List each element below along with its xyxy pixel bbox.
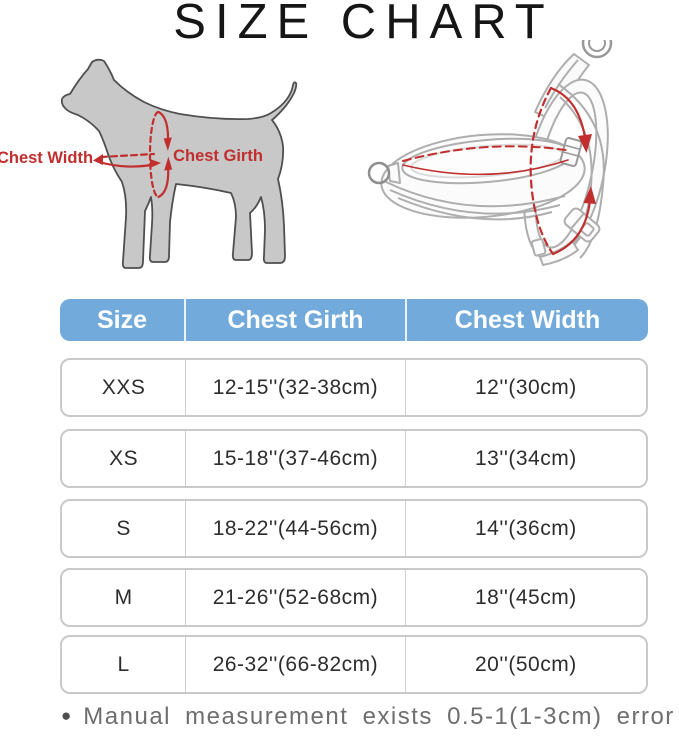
dog-chest-width-indicator bbox=[93, 152, 161, 168]
girth-solid-arc-bottom bbox=[157, 166, 170, 199]
cell-chest-width: 20''(50cm) bbox=[404, 637, 646, 692]
cell-size: XS bbox=[109, 446, 139, 470]
girth-arrow-down bbox=[163, 137, 172, 151]
bullet-icon: ● bbox=[61, 706, 72, 725]
cell-size: S bbox=[116, 516, 131, 540]
dog-silhouette bbox=[60, 58, 298, 269]
width-arrow-right bbox=[150, 159, 161, 168]
table-header-row: Size Chest Girth Chest Width bbox=[60, 299, 648, 341]
cell-size: M bbox=[114, 585, 133, 609]
cell-chest-width: 18''(45cm) bbox=[404, 570, 646, 625]
cell-size: L bbox=[117, 652, 130, 676]
table-row: S 18-22''(44-56cm) 14''(36cm) bbox=[60, 499, 648, 558]
strap-keeper bbox=[530, 238, 547, 257]
cell-chest-width: 12''(30cm) bbox=[404, 360, 646, 415]
top-d-ring-inner bbox=[588, 40, 606, 52]
table-row: XS 15-18''(37-46cm) 13''(34cm) bbox=[60, 429, 648, 488]
cell-chest-girth: 21-26''(52-68cm) bbox=[185, 570, 405, 625]
top-d-ring-icon bbox=[581, 40, 613, 59]
width-arrow-left bbox=[93, 154, 103, 165]
dog-measurement-diagram: Chest Width Chest Girth bbox=[0, 58, 298, 269]
cell-chest-width: 13''(34cm) bbox=[404, 431, 646, 486]
harness-girth-solid-top bbox=[549, 86, 587, 140]
table-row: L 26-32''(66-82cm) 20''(50cm) bbox=[60, 635, 648, 694]
width-dashed-line bbox=[99, 152, 156, 159]
harness-girth-dashed-arc bbox=[529, 86, 555, 256]
measurement-note: ● Manual measurement exists 0.5-1(1-3cm) … bbox=[61, 703, 673, 731]
cell-chest-girth: 18-22''(44-56cm) bbox=[185, 501, 405, 556]
chest-band-contour-3 bbox=[397, 197, 553, 221]
girth-arrow-up bbox=[164, 156, 173, 171]
handle-strap-seam bbox=[544, 59, 579, 109]
measurement-illustrations: Chest Width Chest Girth bbox=[0, 40, 613, 269]
col-header-chest-width: Chest Width bbox=[405, 299, 648, 341]
left-d-ring-icon bbox=[367, 161, 391, 185]
harness-measure-overlays bbox=[402, 86, 596, 256]
note-text: Manual measurement exists 0.5-1(1-3cm) e… bbox=[83, 703, 675, 730]
table-row: XXS 12-15''(32-38cm) 12''(30cm) bbox=[60, 358, 648, 417]
col-header-size: Size bbox=[96, 305, 148, 334]
cell-size: XXS bbox=[101, 375, 146, 399]
harness-width-dashed-arc bbox=[402, 145, 567, 162]
harness-arrow-down bbox=[578, 134, 592, 153]
page-title: SIZE CHART bbox=[173, 0, 554, 49]
harness-width-solid-arc bbox=[402, 159, 569, 176]
harness-illustration bbox=[367, 40, 613, 266]
cell-chest-girth: 12-15''(32-38cm) bbox=[185, 360, 405, 415]
chest-band-contour-2 bbox=[389, 189, 561, 215]
chest-width-label: Chest Width bbox=[0, 149, 93, 167]
chest-band-contour-1 bbox=[385, 181, 566, 208]
harness-girth-solid-bottom bbox=[551, 199, 592, 256]
harness-arrow-up bbox=[583, 186, 596, 204]
cell-chest-width: 14''(36cm) bbox=[404, 501, 646, 556]
cell-chest-girth: 26-32''(66-82cm) bbox=[185, 637, 405, 692]
col-header-chest-girth: Chest Girth bbox=[184, 299, 405, 341]
table-row: M 21-26''(52-68cm) 18''(45cm) bbox=[60, 568, 648, 627]
cell-chest-girth: 15-18''(37-46cm) bbox=[185, 431, 405, 486]
chest-girth-label: Chest Girth bbox=[173, 147, 263, 165]
girth-solid-arc-top bbox=[157, 110, 170, 143]
